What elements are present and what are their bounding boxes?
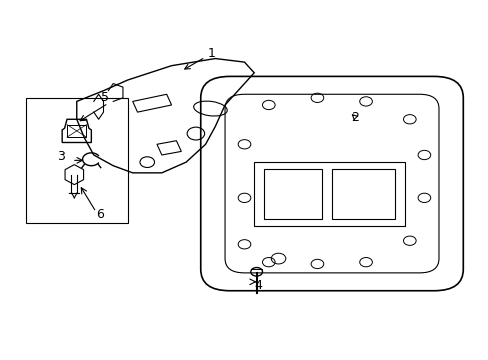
Text: 6: 6 [96,207,104,221]
Text: 4: 4 [254,279,262,292]
Text: 3: 3 [57,150,65,163]
Text: 2: 2 [351,111,359,124]
Bar [26,98,127,223]
Text: 1: 1 [184,47,216,69]
Text: 5: 5 [101,91,109,104]
